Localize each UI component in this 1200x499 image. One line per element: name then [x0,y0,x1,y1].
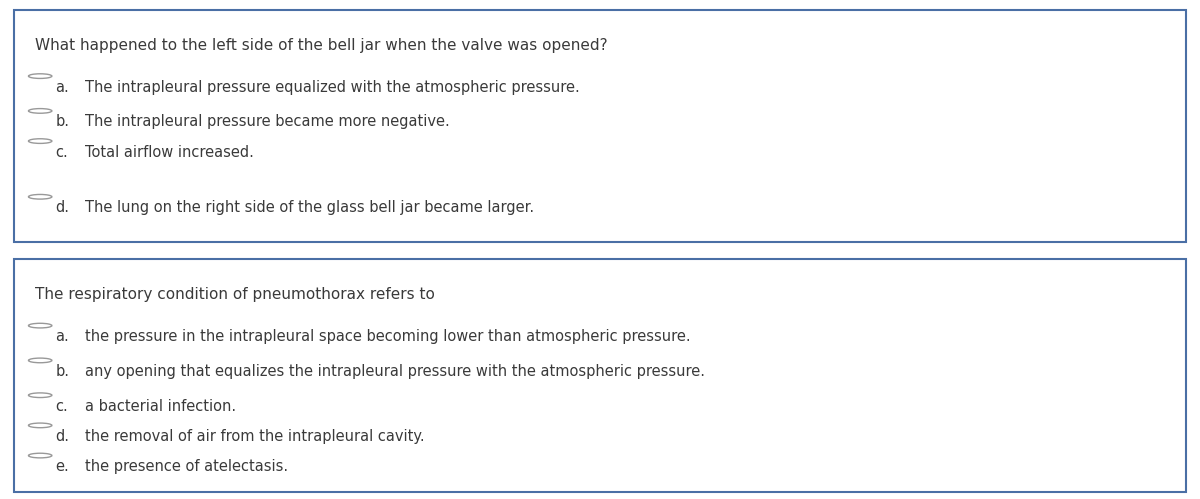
FancyBboxPatch shape [14,259,1186,492]
FancyBboxPatch shape [14,10,1186,242]
Text: What happened to the left side of the bell jar when the valve was opened?: What happened to the left side of the be… [36,38,608,53]
Text: a.: a. [55,80,70,95]
Text: a.: a. [55,329,70,344]
Text: The lung on the right side of the glass bell jar became larger.: The lung on the right side of the glass … [85,200,534,215]
Text: the presence of atelectasis.: the presence of atelectasis. [85,459,288,474]
Text: e.: e. [55,459,70,474]
Text: c.: c. [55,399,68,414]
Text: d.: d. [55,429,70,444]
Text: b.: b. [55,364,70,379]
Text: b.: b. [55,114,70,129]
Text: The intrapleural pressure equalized with the atmospheric pressure.: The intrapleural pressure equalized with… [85,80,580,95]
Text: d.: d. [55,200,70,215]
Text: Total airflow increased.: Total airflow increased. [85,145,253,160]
Text: any opening that equalizes the intrapleural pressure with the atmospheric pressu: any opening that equalizes the intrapleu… [85,364,704,379]
Text: a bacterial infection.: a bacterial infection. [85,399,235,414]
Text: The respiratory condition of pneumothorax refers to: The respiratory condition of pneumothora… [36,287,436,302]
Text: the removal of air from the intrapleural cavity.: the removal of air from the intrapleural… [85,429,425,444]
Text: The intrapleural pressure became more negative.: The intrapleural pressure became more ne… [85,114,450,129]
Text: the pressure in the intrapleural space becoming lower than atmospheric pressure.: the pressure in the intrapleural space b… [85,329,690,344]
Text: c.: c. [55,145,68,160]
